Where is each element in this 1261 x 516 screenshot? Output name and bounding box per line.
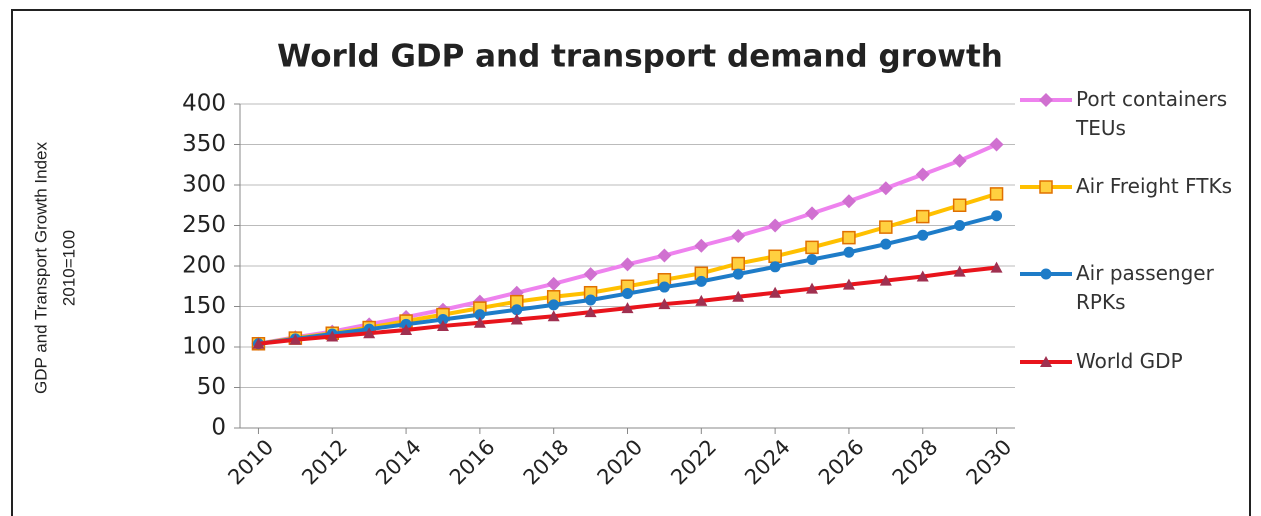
marker [805,206,820,221]
marker [806,254,818,266]
marker [842,230,856,245]
marker [400,323,413,335]
marker [658,298,671,310]
marker [547,310,560,322]
legend-label: Port containers TEUs [1076,87,1228,140]
marker [473,316,486,328]
marker [510,313,523,325]
marker [990,261,1003,273]
marker [584,306,597,318]
marker [953,265,966,277]
marker [917,229,929,241]
x-tick-label: 2020 [593,435,648,490]
y-tick-label: 0 [211,415,226,441]
marker [768,218,783,233]
marker [880,238,892,250]
marker [879,220,893,234]
marker [842,278,855,290]
marker [436,319,449,331]
legend-label: World GDP [1076,349,1183,373]
marker [620,257,635,272]
marker [695,275,707,287]
marker [289,333,302,345]
y-tick-label: 400 [182,91,226,117]
legend-label: Air passenger RPKs [1076,261,1214,314]
marker [843,246,855,258]
marker [952,198,967,212]
x-tick-label: 2030 [962,435,1017,490]
frame [11,9,1251,516]
x-tick-label: 2012 [297,435,352,490]
marker [657,248,672,263]
marker [769,261,781,273]
y-tick-label: 150 [182,293,226,319]
marker [695,294,708,306]
marker [326,330,339,342]
marker [252,337,265,349]
x-tick-label: 2014 [371,435,426,490]
chart-title: World GDP and transport demand growth [277,39,1003,75]
x-tick-label: 2028 [888,435,943,490]
marker [1040,356,1052,367]
marker [805,240,819,255]
y-axis-label: GDP and Transport Growth Index [31,142,50,394]
x-tick-label: 2016 [445,435,500,490]
marker [915,209,930,224]
marker [878,181,893,196]
marker [989,137,1004,152]
marker [916,270,929,282]
marker [437,313,449,325]
y-tick-label: 100 [182,334,226,360]
legend-label: Air Freight FTKs [1076,174,1232,198]
x-tick-label: 2026 [814,435,869,490]
marker [583,267,598,282]
marker [731,256,745,271]
y-tick-label: 50 [197,374,226,400]
y-tick-label: 250 [182,212,226,238]
x-tick-label: 2018 [519,435,574,490]
marker [1039,93,1053,107]
marker [1040,268,1052,280]
x-tick-label: 2024 [740,435,795,490]
marker [841,194,856,209]
marker [363,327,376,339]
marker [1039,180,1053,194]
x-tick-label: 2022 [666,435,721,490]
marker [806,282,819,294]
marker [622,288,633,300]
marker [511,304,523,316]
marker [768,249,782,264]
marker [769,286,782,298]
marker [991,210,1003,222]
marker [915,167,930,182]
marker [546,276,561,291]
y-axis-label: 2010=100 [59,230,78,306]
y-tick-label: 350 [182,131,226,157]
marker [879,274,892,286]
marker [989,187,1004,201]
marker [548,299,560,311]
marker [731,229,746,244]
marker [621,302,634,314]
marker [694,238,709,253]
x-tick-label: 2010 [223,435,278,490]
marker [585,294,597,306]
marker [658,281,670,293]
marker [954,220,966,231]
marker [952,153,967,168]
marker [474,309,486,321]
y-tick-label: 300 [182,172,226,198]
y-tick-label: 200 [182,253,226,279]
marker [732,290,745,302]
marker [732,268,744,280]
